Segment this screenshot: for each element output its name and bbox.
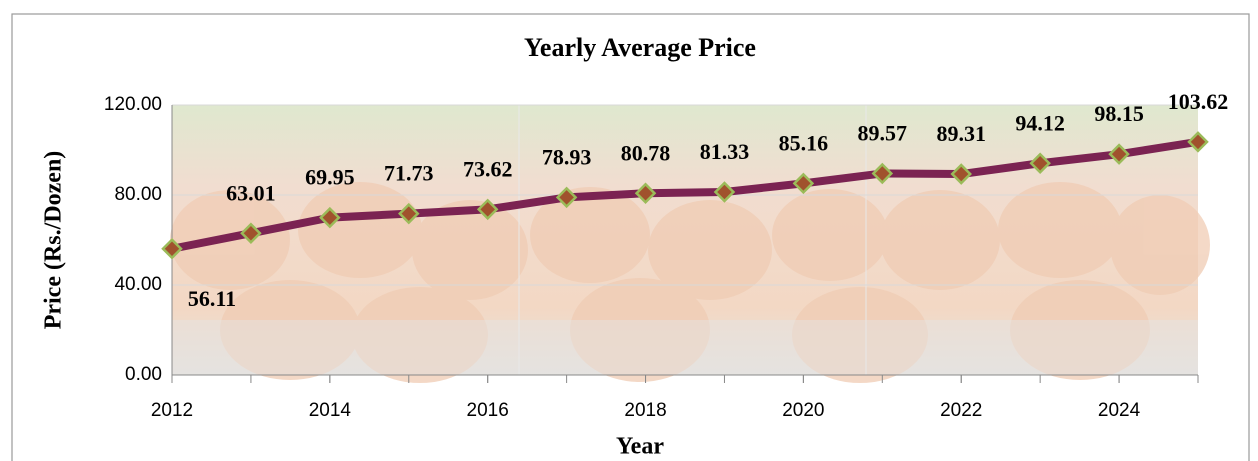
- x-tick-label: 2024: [1098, 400, 1141, 421]
- y-tick-label: 80.00: [114, 184, 162, 205]
- data-label: 89.57: [858, 121, 908, 146]
- data-label: 103.62: [1168, 89, 1229, 114]
- chart-title: Yearly Average Price: [524, 33, 756, 62]
- data-label: 69.95: [305, 165, 355, 190]
- data-label: 56.11: [188, 286, 236, 311]
- x-tick-label: 2014: [309, 400, 352, 421]
- data-label: 73.62: [463, 156, 513, 181]
- data-label: 81.33: [700, 139, 750, 164]
- data-label: 98.15: [1094, 101, 1144, 126]
- x-axis-title: Year: [616, 434, 664, 460]
- data-label: 89.31: [936, 121, 986, 146]
- data-label: 85.16: [779, 130, 829, 155]
- data-label: 78.93: [542, 144, 592, 169]
- y-tick-label: 0.00: [125, 364, 162, 385]
- x-tick-label: 2018: [624, 400, 666, 421]
- x-tick-label: 2022: [940, 400, 982, 421]
- plot-background: [170, 105, 1210, 383]
- data-label: 71.73: [384, 161, 434, 186]
- x-tick-label: 2016: [467, 400, 509, 421]
- data-label: 63.01: [226, 180, 276, 205]
- data-label: 80.78: [621, 140, 671, 165]
- chart: Yearly Average Price Year Price (Rs./Doz…: [0, 0, 1258, 461]
- x-tick-label: 2020: [782, 400, 824, 421]
- x-tick-label: 2012: [151, 400, 193, 421]
- y-tick-label: 120.00: [104, 94, 162, 115]
- y-tick-label: 40.00: [114, 274, 162, 295]
- data-label: 94.12: [1015, 110, 1065, 135]
- y-axis-title: Price (Rs./Dozen): [41, 151, 67, 330]
